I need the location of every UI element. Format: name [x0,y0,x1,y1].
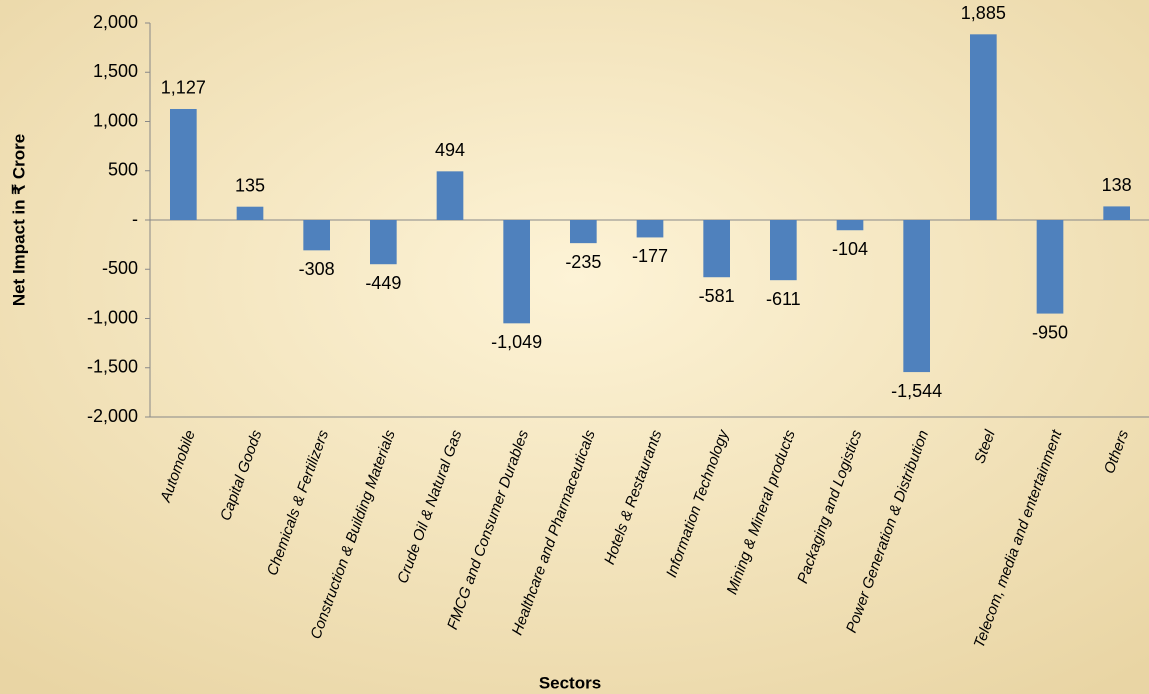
y-tick-label: 2,000 [93,12,138,32]
bar [903,220,930,373]
y-tick-label: -1,000 [87,307,138,327]
data-label: 138 [1102,175,1132,195]
data-label: 1,127 [161,78,206,98]
data-label: -950 [1032,322,1068,342]
bar [636,220,664,238]
bar [170,108,197,220]
data-label: -1,544 [891,381,942,401]
bar [570,220,597,244]
y-axis-title: Net Impact in ₹ Crore [9,134,28,306]
y-tick-label: -1,500 [87,357,138,377]
data-label: -235 [565,252,601,272]
bar [1036,220,1064,314]
y-tick-label: 1,500 [93,61,138,81]
bar [503,220,530,324]
data-label: 1,885 [961,3,1006,23]
data-label: -611 [766,289,801,309]
bar [1103,206,1130,220]
y-tick-label: 1,000 [93,110,138,130]
bar [236,206,264,220]
bar [970,34,997,220]
bar [436,171,464,220]
bar [770,220,797,281]
data-label: 494 [435,140,465,160]
y-tick-label: -2,000 [87,406,138,426]
data-label: -104 [832,239,868,259]
bar [303,220,330,251]
data-label: -308 [299,259,335,279]
y-tick-label: - [132,209,138,229]
bar [370,220,397,265]
data-label: 135 [235,175,265,195]
bar [703,220,730,278]
data-label: -581 [699,286,735,306]
data-label: -449 [365,273,401,293]
data-label: -1,049 [491,332,542,352]
y-tick-label: -500 [102,258,138,278]
bar [836,220,864,231]
data-label: -177 [632,246,668,266]
y-tick-label: 500 [108,160,138,180]
x-axis-title: Sectors [539,673,601,692]
